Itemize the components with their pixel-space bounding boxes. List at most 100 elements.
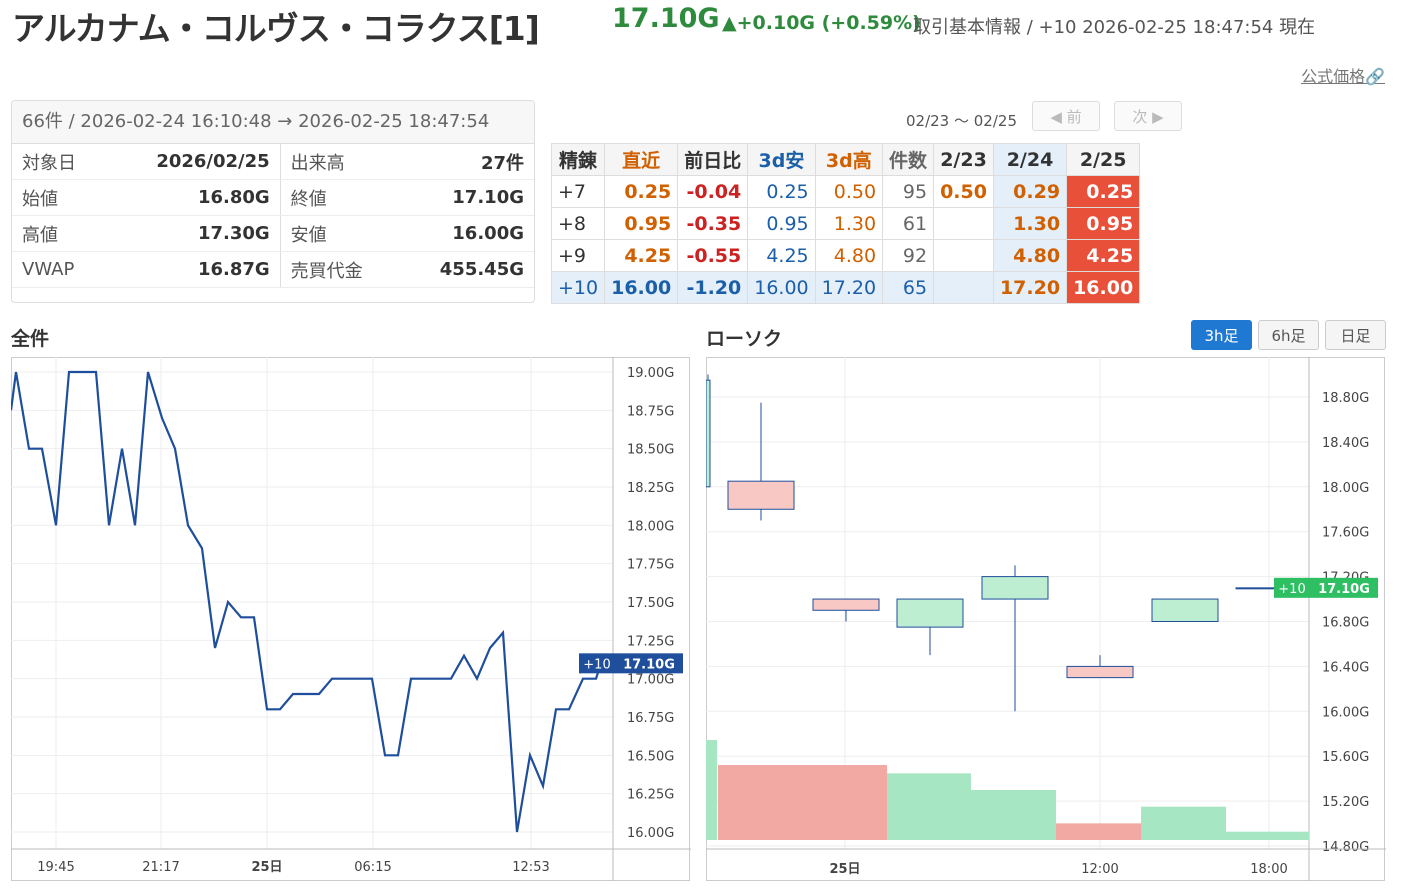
candle-body (706, 379, 711, 488)
y-tick-label: 18.75G (627, 404, 674, 419)
refine-cell-low: 0.95 (747, 207, 816, 240)
volume-bar (706, 740, 717, 840)
refine-cell-d2: 0.29 (992, 175, 1068, 208)
summary-label: 出来高 (280, 144, 400, 180)
refine-cell-d3: 4.25 (1066, 239, 1141, 272)
x-tick-label: 18:00 (1250, 862, 1287, 877)
x-tick-label: 21:17 (142, 860, 179, 875)
official-price-link[interactable]: 公式価格🔗 (1301, 67, 1385, 86)
current-price: 17.10G (612, 3, 720, 34)
date-range: 02/23 〜 02/25 (906, 112, 1017, 130)
x-tick-label: 12:53 (512, 860, 549, 875)
marker-value: 17.10G (1318, 582, 1370, 597)
marker-tag-bg (579, 653, 615, 674)
summary-value: 2026/02/25 (107, 144, 281, 180)
refine-row[interactable]: +7 0.25 -0.04 0.25 0.50 95 0.50 0.29 0.25 (550, 175, 1141, 208)
summary-value: 16.87G (107, 251, 281, 288)
refine-cell-name: +10 (550, 271, 606, 304)
refine-row[interactable]: +9 4.25 -0.55 4.25 4.80 92 4.80 4.25 (550, 239, 1141, 272)
refine-cell-diff: -0.35 (677, 207, 749, 240)
y-tick-label: 18.00G (1322, 481, 1369, 496)
marker-value-bg (1310, 577, 1378, 598)
y-tick-label: 16.75G (627, 711, 674, 726)
volume-bar (887, 773, 971, 840)
price-series-line (11, 370, 603, 833)
y-tick-label: 15.60G (1322, 750, 1369, 765)
y-tick-label: 17.50G (627, 596, 674, 611)
refine-header[interactable]: 前日比 (677, 143, 749, 176)
next-button[interactable]: 次 ▶ (1114, 101, 1182, 131)
candle-body (896, 598, 964, 628)
refine-cell-d2: 17.20 (992, 271, 1068, 304)
marker-tag: +10 (1278, 582, 1305, 597)
summary-label: 対象日 (12, 144, 108, 180)
refine-cell-name: +7 (550, 175, 606, 208)
y-tick-label: 16.00G (1322, 705, 1369, 720)
tab-3h[interactable]: 3h足 (1191, 320, 1252, 350)
summary-label: 売買代金 (280, 251, 400, 288)
summary-label: VWAP (12, 251, 108, 288)
candle-body (1066, 665, 1134, 679)
refine-header[interactable]: 精錬 (550, 143, 606, 176)
prev-button[interactable]: ◀ 前 (1032, 101, 1100, 131)
y-tick-label: 18.50G (627, 443, 674, 458)
y-tick-label: 18.25G (627, 481, 674, 496)
refine-header[interactable]: 2/23 (933, 143, 994, 176)
refine-cell-count: 92 (882, 239, 935, 272)
line-chart-title: 全件 (11, 328, 50, 350)
refine-header[interactable]: 2/24 (992, 143, 1068, 176)
candle-chart: 18.80G18.40G18.00G17.60G17.20G16.80G16.4… (706, 357, 1386, 881)
refine-cell-d3: 0.95 (1066, 207, 1141, 240)
y-tick-label: 16.40G (1322, 660, 1369, 675)
summary-label: 始値 (12, 179, 108, 216)
volume-bar (718, 765, 803, 840)
volume-bar (803, 765, 887, 840)
x-tick-label: 25日 (251, 860, 282, 875)
refine-cell-d2: 1.30 (992, 207, 1068, 240)
refine-cell-diff: -0.04 (677, 175, 749, 208)
marker-value: 17.10G (623, 657, 675, 672)
refine-header[interactable]: 直近 (604, 143, 679, 176)
y-tick-label: 18.00G (627, 519, 674, 534)
y-tick-label: 17.60G (1322, 526, 1369, 541)
refine-cell-d2: 4.80 (992, 239, 1068, 272)
refine-cell-recent: 0.95 (604, 207, 679, 240)
y-tick-label: 17.75G (627, 558, 674, 573)
summary-table: 対象日 2026/02/25 出来高 27件 始値 16.80G 終値 17.10G 高値 17.… (12, 144, 534, 288)
refine-cell-high: 1.30 (814, 207, 884, 240)
y-tick-label: 17.25G (627, 634, 674, 649)
refine-cell-d1 (933, 239, 994, 272)
y-tick-label: 18.40G (1322, 436, 1369, 451)
marker-value-bg (615, 653, 683, 674)
refine-header[interactable]: 3d高 (814, 143, 884, 176)
refine-cell-recent: 16.00 (604, 271, 679, 304)
refine-row[interactable]: +8 0.95 -0.35 0.95 1.30 61 1.30 0.95 (550, 207, 1141, 240)
y-tick-label: 14.80G (1322, 840, 1369, 855)
refine-cell-d3: 16.00 (1066, 271, 1141, 304)
y-tick-label: 16.00G (627, 826, 674, 841)
refine-header[interactable]: 2/25 (1066, 143, 1141, 176)
volume-bar (971, 790, 1056, 840)
refine-header[interactable]: 3d安 (747, 143, 816, 176)
x-tick-label: 12:00 (1081, 862, 1118, 877)
refine-cell-diff: -1.20 (677, 271, 749, 304)
y-tick-label: 16.50G (627, 749, 674, 764)
candle-body (1151, 598, 1219, 623)
refine-cell-d1 (933, 207, 994, 240)
refine-row[interactable]: +10 16.00 -1.20 16.00 17.20 65 17.20 16.00 (550, 271, 1141, 304)
refine-cell-low: 16.00 (747, 271, 816, 304)
line-chart: 19.00G 18.75G 18.50G 18.25G 18.00G 17.75G 17.5… (11, 357, 691, 881)
refine-cell-diff: -0.55 (677, 239, 749, 272)
volume-bar (1056, 823, 1141, 840)
tab-daily[interactable]: 日足 (1325, 320, 1386, 350)
refine-cell-count: 65 (882, 271, 935, 304)
tab-6h[interactable]: 6h足 (1258, 320, 1319, 350)
summary-label: 終値 (280, 179, 400, 216)
candle-body (981, 576, 1049, 600)
y-tick-label: 16.25G (627, 788, 674, 803)
subinfo-text: 取引基本情報 / +10 2026-02-25 18:47:54 現在 (913, 17, 1316, 38)
item-title: アルカナム・コルヴス・コラクス[1] (12, 9, 540, 48)
summary-head: 66件 / 2026-02-24 16:10:48 → 2026-02-25 1… (12, 101, 534, 144)
x-tick-label: 25日 (829, 862, 860, 877)
refine-header[interactable]: 件数 (882, 143, 935, 176)
